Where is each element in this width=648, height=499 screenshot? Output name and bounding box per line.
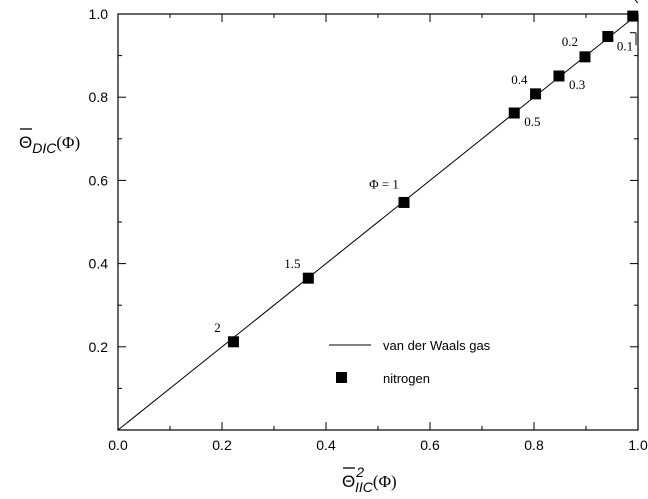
y-tick-label: 0.4 — [89, 256, 109, 272]
point-label: 0.5 — [524, 114, 540, 129]
nitrogen-marker — [530, 88, 542, 100]
nitrogen-marker — [302, 272, 314, 284]
nitrogen-marker — [553, 70, 565, 82]
series-van-der-waals — [117, 13, 639, 431]
point-label: 0.1 — [617, 38, 633, 53]
nitrogen-marker — [227, 336, 239, 348]
y-axis-ticks: 0.2 0.4 0.6 0.8 1.0 — [89, 6, 638, 389]
x-axis-title-text: Θ2 IIC(Φ) — [342, 464, 397, 495]
x-tick-label: 1.0 — [628, 437, 648, 453]
x-axis-title: Θ2 IIC(Φ) — [342, 464, 397, 495]
nitrogen-marker — [627, 10, 639, 22]
x-tick-label: 0.8 — [524, 437, 544, 453]
x-tick-label: 0.0 — [108, 437, 128, 453]
point-label: 1.5 — [284, 256, 300, 271]
legend-label-nitrogen: nitrogen — [383, 371, 430, 386]
van-der-waals-line — [117, 13, 639, 431]
y-tick-label: 1.0 — [89, 6, 109, 22]
legend-square-swatch — [336, 372, 347, 383]
y-tick-label: 0.8 — [89, 89, 109, 105]
legend-label-van-der-waals: van der Waals gas — [383, 338, 491, 353]
nitrogen-marker — [602, 30, 614, 42]
y-tick-label: 0.2 — [89, 339, 109, 355]
x-tick-label: 0.4 — [316, 437, 336, 453]
x-axis-ticks: 0.0 0.2 0.4 0.6 0.8 1.0 — [108, 14, 648, 453]
y-axis-title-text: ΘDIC(Φ) — [19, 133, 80, 156]
point-label: 0.2 — [562, 34, 578, 49]
legend: van der Waals gas nitrogen — [329, 338, 491, 386]
x-tick-label: 0.6 — [420, 437, 440, 453]
series-nitrogen — [227, 10, 639, 348]
point-label: Φ = 1 — [369, 176, 399, 191]
label-leader-line — [634, 0, 639, 4]
point-labels: 21.5Φ = 10.50.40.30.20.10. — [214, 0, 643, 335]
nitrogen-marker — [398, 196, 410, 208]
nitrogen-marker — [508, 107, 520, 119]
point-label: 0.3 — [569, 77, 585, 92]
y-axis-title: ΘDIC(Φ) — [19, 128, 80, 156]
y-tick-label: 0.6 — [89, 172, 109, 188]
nitrogen-marker — [579, 51, 591, 63]
point-label: 0.4 — [511, 72, 528, 87]
point-label: 2 — [214, 320, 221, 335]
x-tick-label: 0.2 — [212, 437, 232, 453]
